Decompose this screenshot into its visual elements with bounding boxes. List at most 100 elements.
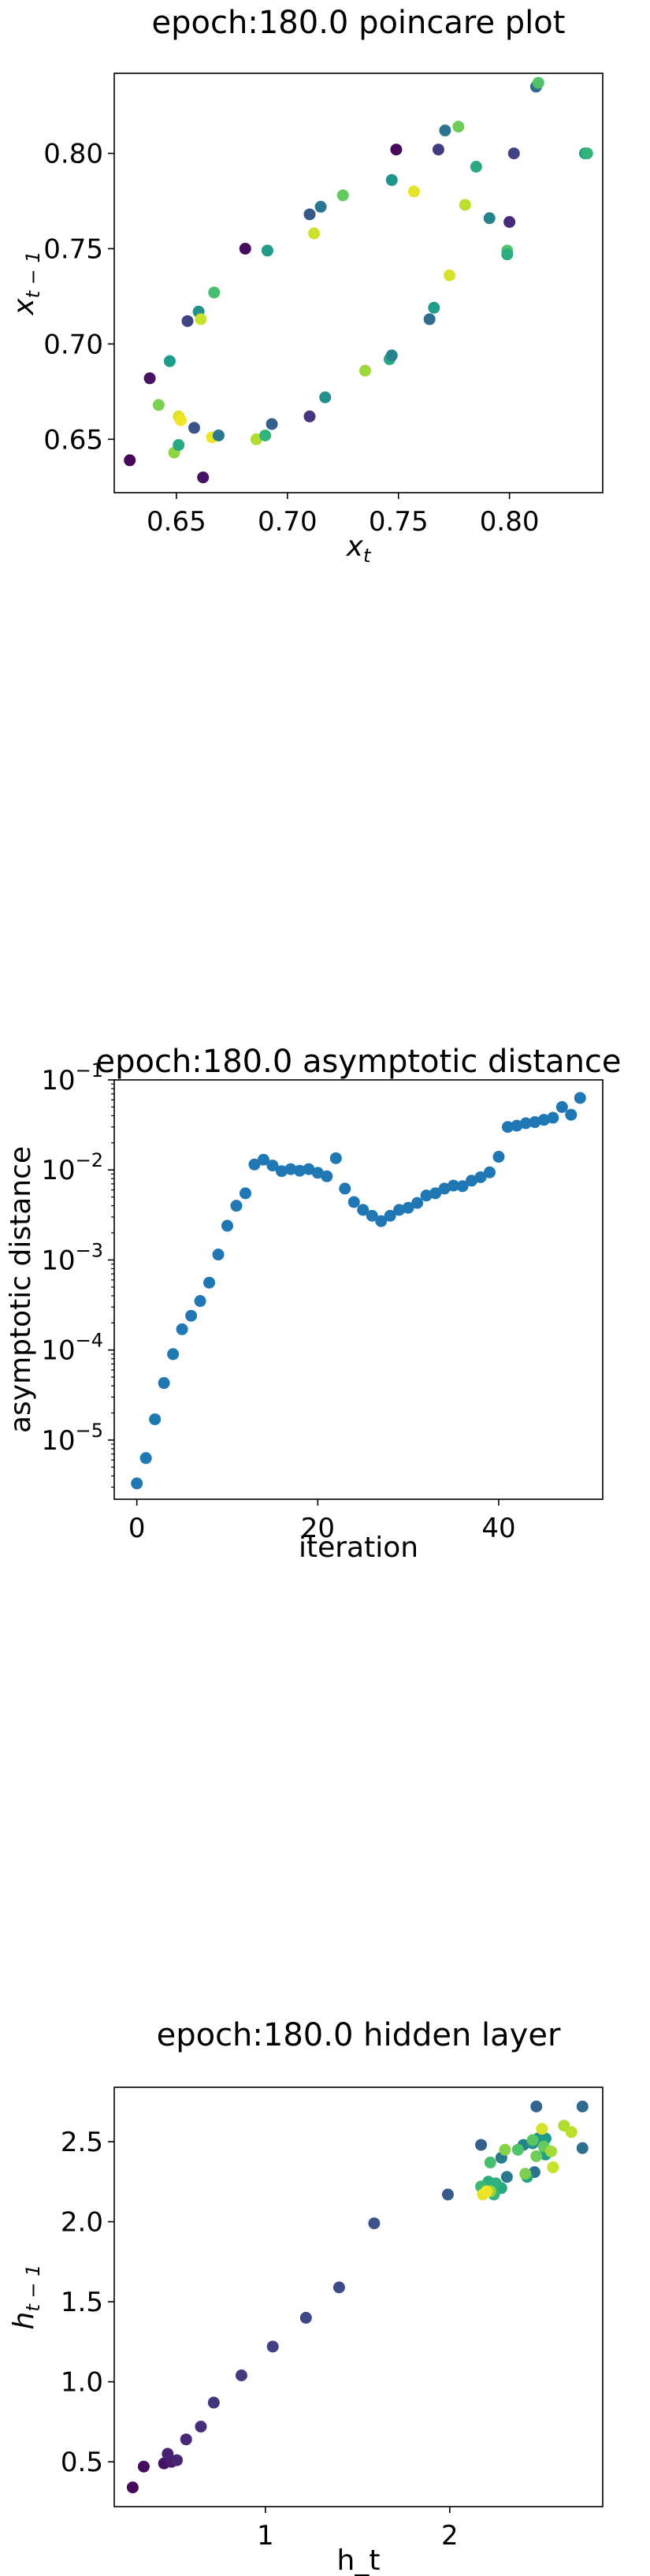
- data-point: [529, 1116, 541, 1129]
- data-point: [537, 1114, 550, 1126]
- x-tick-label: 0.80: [480, 506, 540, 538]
- data-point: [124, 454, 136, 467]
- data-point: [500, 2171, 513, 2183]
- data-point: [407, 185, 420, 198]
- data-point: [188, 422, 200, 434]
- data-point: [507, 147, 520, 160]
- data-point: [456, 1180, 469, 1193]
- data-point: [536, 2123, 548, 2135]
- data-point: [429, 1187, 442, 1200]
- data-point: [565, 2126, 578, 2139]
- data-point: [152, 399, 165, 411]
- data-point: [501, 1121, 514, 1134]
- data-point: [475, 2139, 488, 2151]
- data-point: [207, 2396, 220, 2409]
- x-tick-label: 0: [128, 1513, 146, 1544]
- data-point: [259, 429, 272, 441]
- data-point: [532, 76, 544, 89]
- data-point: [239, 1187, 251, 1200]
- data-point: [239, 242, 251, 255]
- chart-title: epoch:180.0 hidden layer: [157, 2017, 561, 2053]
- data-point: [366, 1209, 378, 1222]
- data-point: [197, 471, 210, 484]
- data-point: [171, 2454, 184, 2466]
- data-point: [492, 1151, 505, 1163]
- data-point: [423, 313, 436, 326]
- data-point: [357, 1204, 370, 1216]
- data-point: [143, 372, 156, 385]
- data-point: [126, 2481, 139, 2494]
- x-axis-label: h_t: [337, 2544, 381, 2576]
- data-point: [420, 1189, 433, 1202]
- data-point: [261, 244, 273, 257]
- y-tick-label: 10−4: [41, 1330, 103, 1367]
- data-point: [511, 1119, 523, 1132]
- data-point: [303, 1163, 315, 1175]
- data-point: [385, 349, 398, 362]
- data-point: [547, 2161, 559, 2174]
- data-point: [448, 1179, 460, 1192]
- data-point: [385, 173, 398, 186]
- data-point: [299, 2311, 312, 2324]
- y-tick-label: 0.75: [43, 233, 103, 265]
- data-point: [293, 1164, 306, 1177]
- data-point: [544, 2145, 557, 2157]
- data-point: [257, 1153, 269, 1166]
- x-tick-label: 0.70: [258, 506, 318, 538]
- x-tick-label: 1: [257, 2520, 274, 2552]
- data-point: [319, 391, 332, 404]
- data-point: [185, 1309, 198, 1322]
- data-point: [474, 1171, 487, 1183]
- data-point: [565, 1108, 578, 1121]
- data-point: [499, 2143, 511, 2156]
- y-tick-label: 1.5: [61, 2287, 103, 2318]
- data-point: [175, 414, 188, 426]
- chart-title: epoch:180.0 asymptotic distance: [95, 1044, 621, 1080]
- data-point: [131, 1477, 143, 1490]
- y-tick-label: 2.5: [61, 2127, 103, 2158]
- data-point: [438, 1182, 451, 1195]
- data-point: [181, 315, 194, 327]
- data-point: [483, 1166, 496, 1178]
- data-point: [173, 439, 185, 452]
- chart-1: epoch:180.0 poincare plot 0.65 0.70 0.75 0.8…: [8, 5, 604, 567]
- data-point: [208, 286, 221, 299]
- data-point: [332, 2281, 345, 2294]
- data-point: [530, 2150, 543, 2162]
- data-point: [393, 1204, 406, 1216]
- x-tick-label: 0.75: [369, 506, 429, 538]
- y-tick-label: 10−3: [41, 1239, 103, 1276]
- data-point: [511, 2143, 524, 2156]
- data-point: [303, 410, 316, 423]
- data-point: [358, 364, 371, 377]
- data-point: [162, 2448, 174, 2460]
- x-axis-label: xt: [346, 530, 372, 567]
- data-point: [452, 121, 465, 133]
- data-point: [339, 1182, 351, 1195]
- x-axis-label: iteration: [299, 1532, 418, 1564]
- y-tick-label: 0.5: [61, 2447, 103, 2478]
- data-point: [221, 1219, 234, 1232]
- data-point: [441, 2188, 454, 2201]
- data-point: [311, 1167, 324, 1179]
- data-point: [530, 2100, 543, 2113]
- plot-frame: [113, 2086, 604, 2507]
- data-point: [167, 1348, 180, 1361]
- data-point: [576, 2100, 589, 2113]
- data-point: [375, 1215, 388, 1227]
- data-point: [284, 1163, 297, 1175]
- y-axis-label: ht − 1: [8, 2265, 44, 2330]
- data-point: [459, 199, 471, 211]
- data-point: [347, 1196, 360, 1208]
- data-point: [230, 1200, 243, 1212]
- data-point: [581, 147, 593, 160]
- data-point: [484, 2156, 496, 2168]
- data-point: [519, 1117, 532, 1130]
- data-point: [266, 418, 278, 430]
- x-tick-label: 40: [481, 1513, 515, 1544]
- y-tick-label: 1.0: [61, 2367, 103, 2399]
- data-point: [176, 1323, 188, 1335]
- y-tick-label: 10−2: [41, 1149, 103, 1186]
- data-point: [212, 429, 225, 441]
